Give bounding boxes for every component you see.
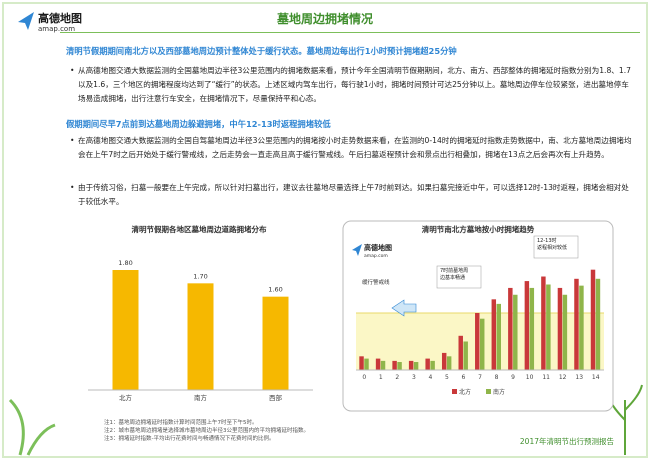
chart-title: 清明节南北方墓地按小时拥堵趋势: [422, 224, 535, 234]
bar: [430, 360, 435, 370]
annotation: 12-13时返程相对较低: [537, 237, 567, 251]
x-tick-label: 0: [362, 374, 366, 381]
logo-icon: [18, 12, 34, 30]
value-label: 1.80: [118, 259, 132, 267]
x-tick-label: 9: [511, 374, 515, 381]
x-tick-label: 12: [559, 374, 567, 381]
bar: [541, 276, 546, 370]
bullet: 在高德地图交通大数据监测的全国自驾墓地周边半径3公里范围内的拥堵按小时走势数据来…: [70, 134, 633, 162]
chart-title: 清明节假期各地区墓地周边道路拥堵分布: [132, 224, 267, 234]
x-tick-label: 8: [495, 374, 499, 381]
x-tick-label: 5: [445, 374, 449, 381]
bar: [425, 358, 430, 370]
bar: [579, 285, 584, 370]
x-tick-label: 10: [526, 374, 534, 381]
bar: [546, 284, 551, 370]
annotation-box: [533, 235, 579, 259]
bar: [491, 299, 497, 370]
bar: [380, 360, 386, 370]
value-label: 1.70: [193, 272, 207, 280]
x-tick-label: 南方: [194, 393, 208, 402]
x-tick-label: 1: [379, 374, 383, 381]
bar: [413, 362, 419, 370]
note: 注1：墓地周边拥堵延时指数计算时间范围上午7时至下午5时。: [104, 420, 258, 426]
legend-swatch: [486, 389, 491, 394]
bar: [496, 303, 501, 370]
x-tick-label: 2: [395, 374, 399, 381]
x-tick-label: 北方: [119, 393, 133, 402]
bar: [574, 278, 579, 370]
bullet: 从高德地图交通大数据监测的全国墓地周边半径3公里范围内的拥堵数据来看，预计今年全…: [70, 64, 633, 106]
bar: [508, 287, 513, 370]
x-tick-label: 西部: [269, 393, 283, 402]
bar: [392, 360, 397, 370]
legend-swatch: [452, 389, 457, 394]
footer: 2017年清明节出行预测报告: [519, 437, 614, 446]
bar: [187, 283, 214, 390]
rule: [60, 32, 640, 33]
note: 注2：城市墓地周边拥堵是选择城市墓地周边半径3公里范围内的平均拥堵延时指数。: [104, 428, 310, 434]
x-tick-label: 6: [462, 374, 466, 381]
section-heading: 清明节假期期间南北方以及西部墓地周边预计整体处于缓行状态。墓地周边每出行1小时预…: [66, 46, 457, 56]
logo-text: 高德地图: [364, 243, 392, 252]
annotation: 7时前墓地周边基本畅通: [440, 267, 468, 281]
threshold-label: 缓行警戒线: [362, 278, 390, 286]
bar: [524, 281, 530, 370]
note: 注3：拥堵延时指数-平均出行花费时间与畅通情况下花费时间的比例。: [104, 436, 275, 442]
logo: 高德地图 amap.com: [16, 8, 96, 38]
bar: [463, 341, 468, 370]
bar: [529, 287, 535, 370]
bar: [562, 294, 568, 370]
value-label: 1.60: [268, 286, 282, 294]
bar: [475, 313, 480, 370]
bar: [408, 360, 414, 370]
bar: [262, 296, 289, 390]
bar: [375, 358, 381, 370]
bar: [364, 358, 369, 370]
bar: [359, 356, 364, 370]
chart: 清明节假期各地区墓地周边道路拥堵分布 1.80 北方 1.70 南方 1.60 西部: [88, 224, 313, 402]
x-tick-label: 3: [412, 374, 416, 381]
x-tick-label: 7: [478, 374, 482, 381]
logo-sub: amap.com: [364, 254, 388, 259]
logo-icon: [352, 244, 362, 256]
bar: [441, 352, 447, 370]
x-tick-label: 4: [428, 374, 432, 381]
bar: [446, 356, 452, 370]
bar: [397, 362, 402, 370]
x-tick-label: 14: [592, 374, 600, 381]
x-tick-label: 11: [542, 374, 550, 381]
bullet: 由于传统习俗，扫墓一般要在上午完成，所以针对扫墓出行，建议去往墓地尽量选择上午7…: [70, 181, 633, 209]
legend-label: 南方: [493, 388, 505, 396]
x-tick-label: 13: [575, 374, 583, 381]
bar: [480, 318, 485, 370]
logo-text: 高德地图: [38, 12, 82, 25]
section-heading: 假期期间尽早7点前到达墓地周边躲避拥堵，中午12-13时返程拥堵较低: [66, 119, 331, 129]
bar: [112, 270, 139, 390]
legend-label: 北方: [459, 388, 471, 396]
bar: [513, 294, 518, 370]
annotation-box: [436, 265, 482, 289]
bar: [590, 269, 596, 370]
logo-sub: amap.com: [38, 25, 76, 33]
bar: [557, 287, 563, 370]
arrow: [391, 299, 417, 317]
page-title: 墓地周边拥堵情况: [276, 12, 373, 26]
bar: [458, 335, 463, 370]
bar: [595, 278, 601, 370]
